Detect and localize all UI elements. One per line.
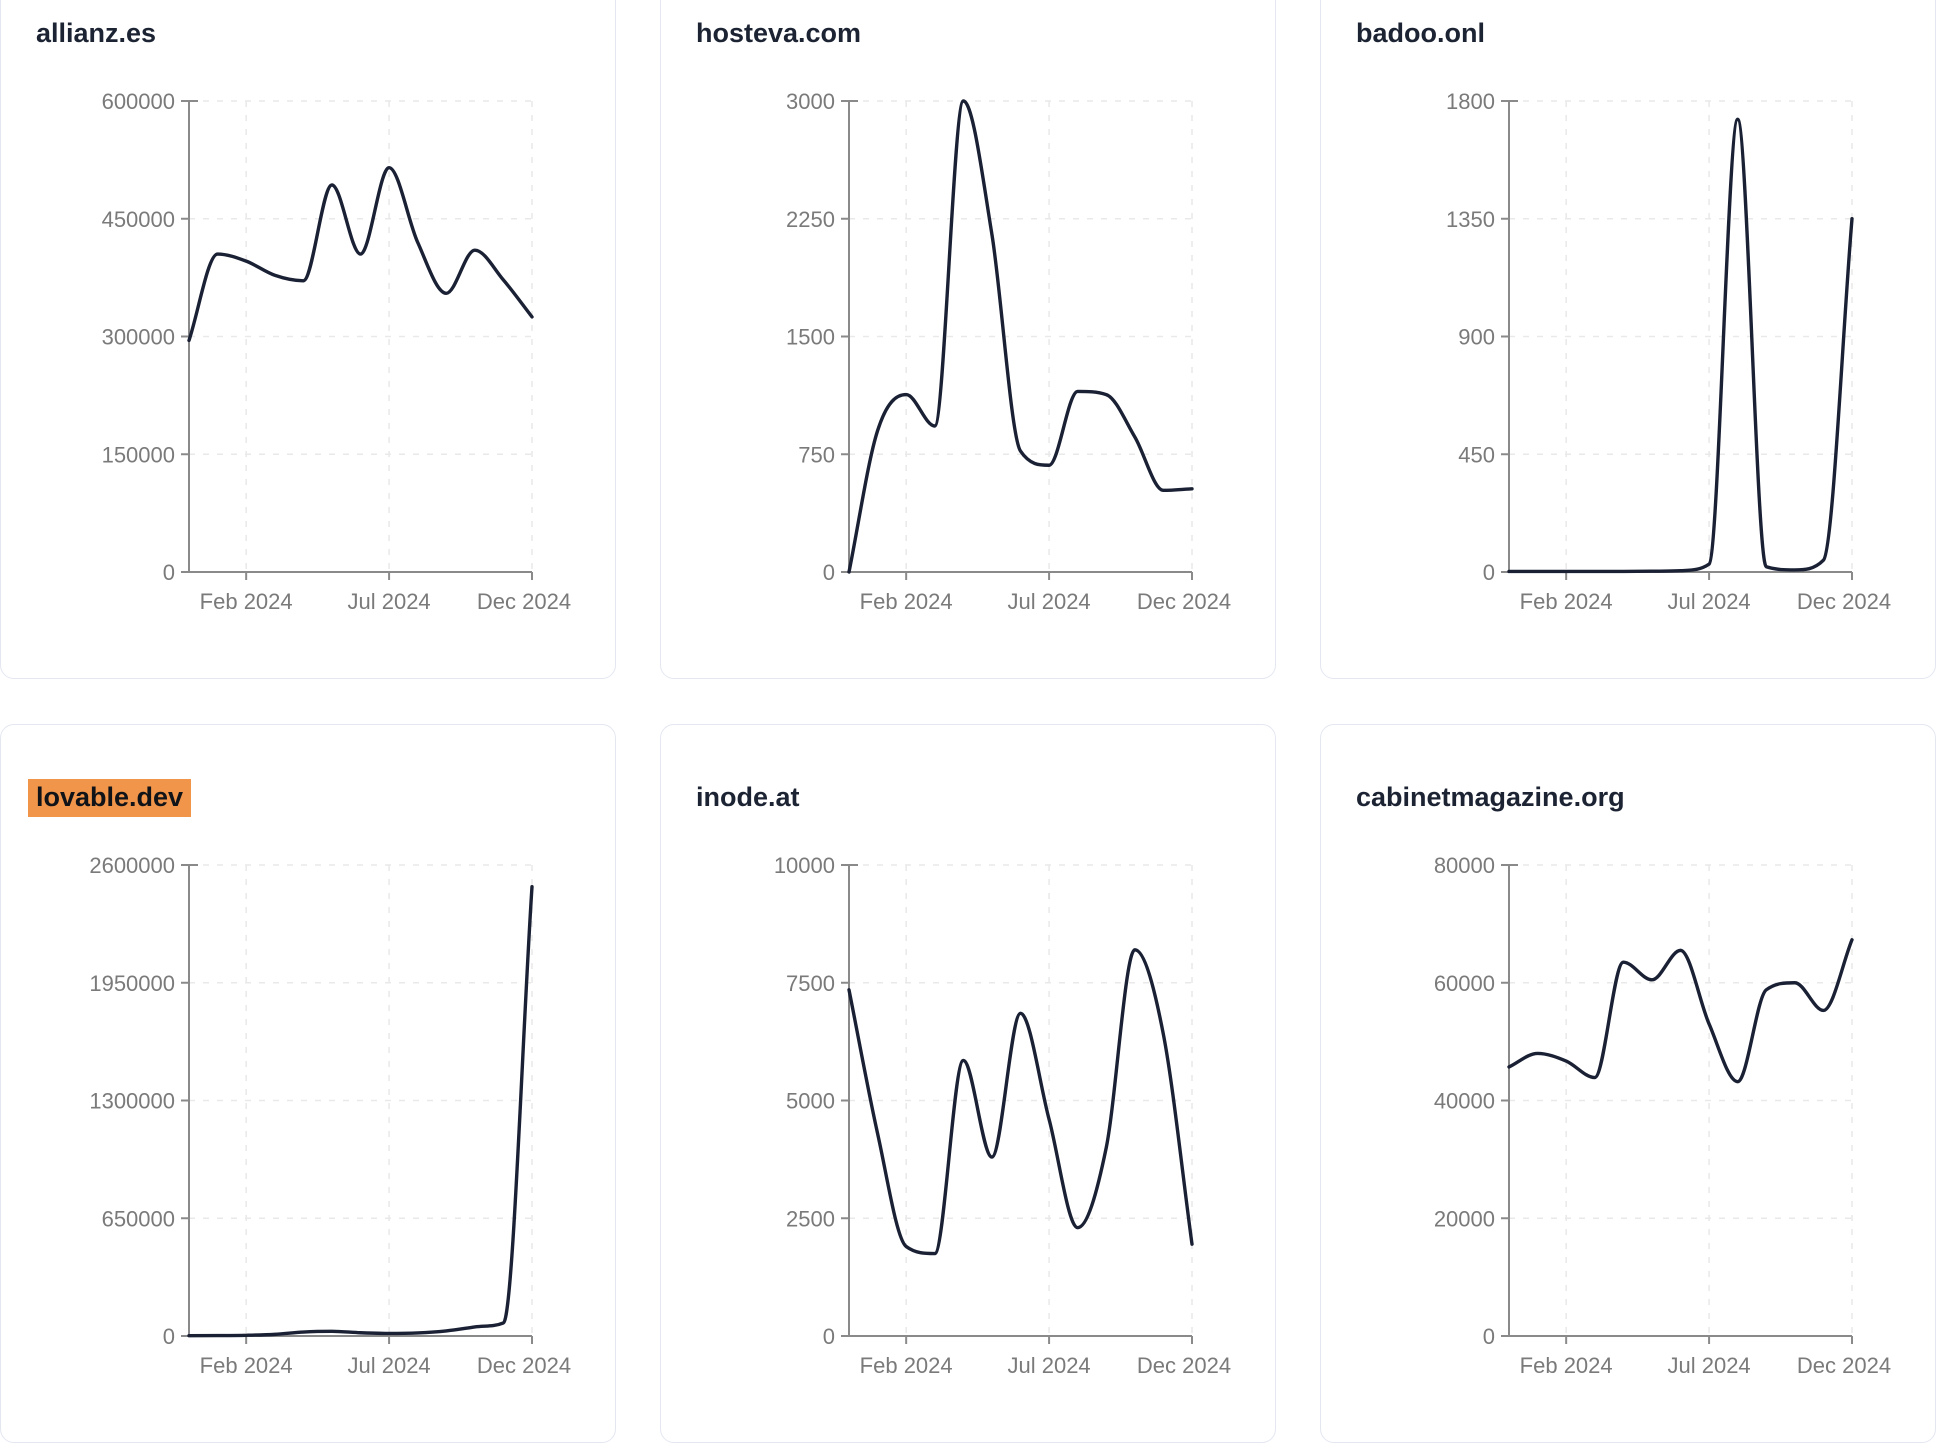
y-tick-label: 0 (163, 1324, 175, 1349)
y-tick-label: 0 (1483, 560, 1495, 585)
domain-title-text[interactable]: cabinetmagazine.org (1356, 782, 1625, 812)
line-chart: 0 750 1500 2250 3000 Feb 2024 Jul 2024 Dec 2024 (786, 89, 1231, 614)
x-tick-label: Feb 2024 (200, 1353, 293, 1378)
y-tick-label: 1350 (1446, 207, 1495, 232)
x-tick-label: Feb 2024 (1520, 1353, 1613, 1378)
chart-card-inode-at: inode.at 0 2500 5000 7500 10000 Feb 2024 Jul 2… (660, 724, 1276, 1443)
chart-card-badoo-onl: badoo.onl 0 450 900 1350 1800 Feb 2024 Jul 202… (1320, 0, 1936, 679)
y-tick-label: 5000 (786, 1089, 835, 1114)
x-tick-label: Feb 2024 (200, 589, 293, 614)
y-tick-label: 150000 (102, 442, 175, 467)
domain-title-text[interactable]: inode.at (696, 782, 800, 812)
line-chart: 0 2500 5000 7500 10000 Feb 2024 Jul 2024 Dec 20… (774, 853, 1231, 1378)
gridlines (1509, 100, 1853, 572)
y-tick-label: 1500 (786, 325, 835, 350)
domain-title[interactable]: hosteva.com (696, 17, 861, 49)
x-tick-label: Dec 2024 (1797, 589, 1891, 614)
line-chart: 0 450 900 1350 1800 Feb 2024 Jul 2024 Dec 2024 (1446, 89, 1891, 614)
x-tick-label: Dec 2024 (1137, 589, 1231, 614)
domain-title[interactable]: allianz.es (36, 17, 156, 49)
domain-title-text[interactable]: hosteva.com (696, 18, 862, 48)
line-chart: 0 650000 1300000 1950000 2600000 Feb 2024 Jul … (89, 853, 571, 1378)
y-tick-label: 0 (163, 560, 175, 585)
y-tick-label: 650000 (102, 1206, 175, 1231)
chart-card-allianz-es: allianz.es 0 150000 300000 450000 600000 Feb … (0, 0, 616, 679)
gridlines (1509, 864, 1853, 1336)
x-tick-label: Dec 2024 (477, 1353, 571, 1378)
axes (1501, 100, 1853, 580)
axes (181, 864, 533, 1344)
domain-title[interactable]: inode.at (696, 781, 800, 813)
gridlines (189, 100, 533, 572)
y-tick-label: 900 (1458, 325, 1495, 350)
axes (181, 100, 533, 580)
chart-card-cabinetmagazine-org: cabinetmagazine.org 0 20000 40000 60000 8000… (1320, 724, 1936, 1443)
y-tick-label: 40000 (1434, 1089, 1495, 1114)
traffic-line (1507, 938, 1854, 1084)
y-tick-label: 450000 (102, 207, 175, 232)
x-tick-label: Dec 2024 (1137, 1353, 1231, 1378)
y-tick-label: 60000 (1434, 971, 1495, 996)
y-tick-label: 0 (823, 1324, 835, 1349)
y-tick-label: 2250 (786, 207, 835, 232)
y-tick-label: 450 (1458, 442, 1495, 467)
traffic-line (187, 166, 534, 343)
y-tick-label: 2500 (786, 1206, 835, 1231)
line-chart: 0 20000 40000 60000 80000 Feb 2024 Jul 2024 Dec… (1434, 853, 1891, 1378)
chart-card-lovable-dev: lovable.dev 0 650000 1300000 1950000 2600000… (0, 724, 616, 1443)
x-tick-label: Feb 2024 (1520, 589, 1613, 614)
y-tick-label: 1950000 (89, 971, 175, 996)
domain-title[interactable]: badoo.onl (1356, 17, 1485, 49)
y-tick-label: 0 (1483, 1324, 1495, 1349)
chart-card-hosteva-com: hosteva.com 0 750 1500 2250 3000 Feb 2024 Jul … (660, 0, 1276, 679)
y-tick-label: 3000 (786, 89, 835, 114)
x-tick-label: Dec 2024 (1797, 1353, 1891, 1378)
traffic-line (187, 885, 534, 1338)
x-tick-label: Jul 2024 (1667, 1353, 1750, 1378)
y-tick-label: 1300000 (89, 1089, 175, 1114)
x-tick-label: Jul 2024 (1667, 589, 1750, 614)
y-tick-label: 600000 (102, 89, 175, 114)
x-tick-label: Feb 2024 (860, 589, 953, 614)
axes (1501, 864, 1853, 1344)
x-tick-label: Jul 2024 (1007, 1353, 1090, 1378)
y-tick-label: 1800 (1446, 89, 1495, 114)
domain-title-text[interactable]: badoo.onl (1356, 18, 1485, 48)
domain-title-text[interactable]: allianz.es (36, 18, 157, 48)
y-tick-label: 2600000 (89, 853, 175, 878)
y-tick-label: 300000 (102, 325, 175, 350)
y-tick-label: 0 (823, 560, 835, 585)
traffic-line (1507, 117, 1854, 574)
y-tick-label: 20000 (1434, 1206, 1495, 1231)
x-tick-label: Jul 2024 (347, 1353, 430, 1378)
y-tick-label: 7500 (786, 971, 835, 996)
axes (841, 864, 1193, 1344)
y-tick-label: 10000 (774, 853, 835, 878)
y-tick-label: 80000 (1434, 853, 1495, 878)
domain-title[interactable]: cabinetmagazine.org (1356, 781, 1625, 813)
traffic-line (847, 99, 1194, 574)
traffic-line (847, 948, 1194, 1256)
x-tick-label: Feb 2024 (860, 1353, 953, 1378)
x-tick-label: Dec 2024 (477, 589, 571, 614)
y-tick-label: 750 (798, 442, 835, 467)
gridlines (849, 864, 1193, 1336)
gridlines (189, 864, 533, 1336)
x-tick-label: Jul 2024 (347, 589, 430, 614)
line-chart: 0 150000 300000 450000 600000 Feb 2024 Jul 202… (102, 89, 572, 614)
gridlines (849, 100, 1193, 572)
axes (841, 100, 1193, 580)
domain-title-text-highlighted[interactable]: lovable.dev (28, 779, 192, 817)
domain-title[interactable]: lovable.dev (28, 779, 192, 817)
x-tick-label: Jul 2024 (1007, 589, 1090, 614)
